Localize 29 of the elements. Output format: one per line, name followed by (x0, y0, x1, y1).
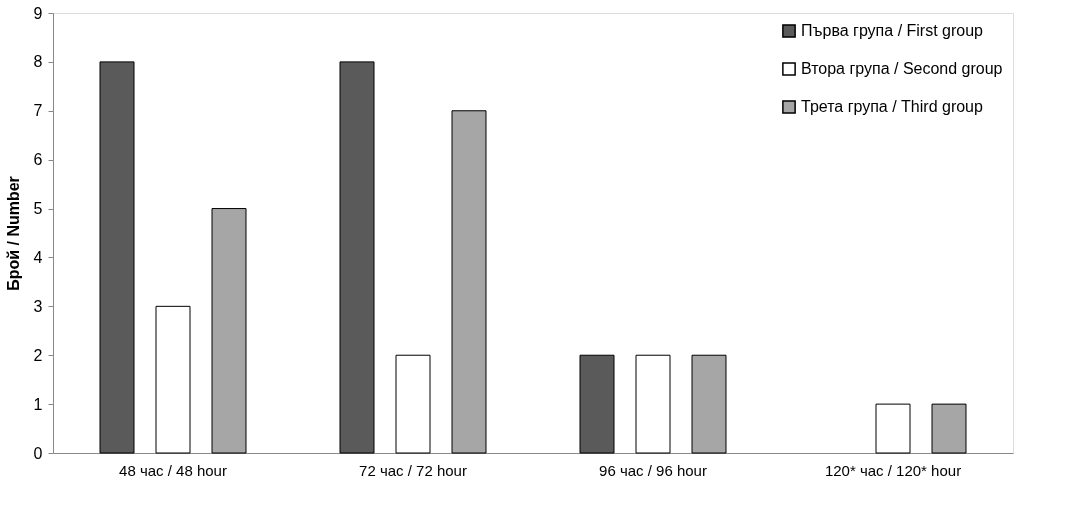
bar (875, 403, 911, 454)
bar (155, 305, 191, 454)
bar (451, 110, 487, 454)
bar (339, 61, 375, 454)
legend-label: Трета група / Third group (801, 98, 984, 115)
x-tick-label: 120* час / 120* hour (824, 461, 962, 479)
bar (395, 354, 431, 454)
x-tick-label: 96 час / 96 hour (599, 461, 707, 479)
y-tick-label: 6 (33, 151, 43, 169)
x-tick-label: 48 час / 48 hour (119, 461, 227, 479)
bar (691, 354, 727, 454)
y-tick-label: 3 (33, 297, 43, 315)
y-tick-label: 7 (33, 102, 43, 120)
y-tick-label: 0 (33, 444, 43, 462)
legend-label: Втора група / Second group (801, 60, 1003, 77)
bar (931, 403, 967, 454)
y-tick-label: 9 (33, 4, 43, 22)
y-tick-label: 4 (33, 248, 43, 266)
bar (635, 354, 671, 454)
legend-label: Първа група / First group (801, 22, 984, 39)
bar (211, 208, 247, 454)
y-tick-label: 2 (33, 346, 43, 364)
y-tick-label: 1 (33, 395, 43, 413)
y-tick-label: 5 (33, 200, 43, 218)
y-tick-label: 8 (33, 53, 43, 71)
bar (579, 354, 615, 454)
x-tick-label: 72 час / 72 hour (359, 461, 467, 479)
y-axis-title: Брой / Number (4, 176, 22, 291)
bar (99, 61, 135, 454)
